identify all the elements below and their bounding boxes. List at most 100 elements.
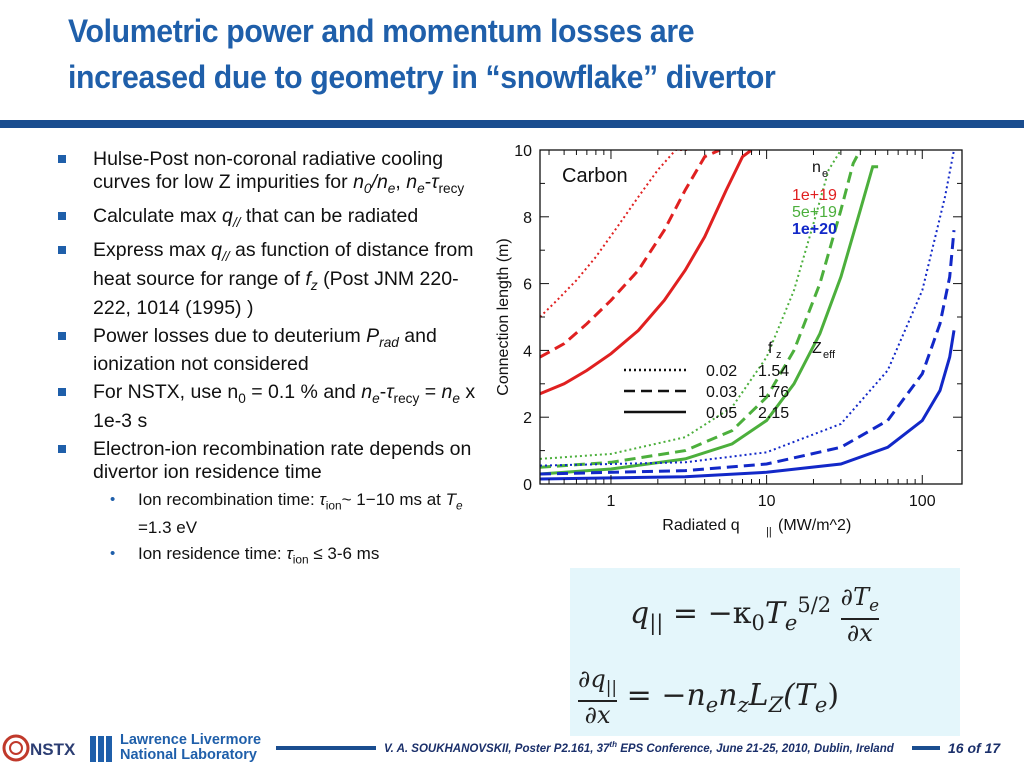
bullet-marker [58, 245, 66, 254]
bullet-text: For NSTX, use n [93, 381, 239, 404]
connection-length-chart: 1 10 100 0 2 4 6 8 10 Radiated q || (MW/m^2) Connect… [495, 143, 963, 538]
footer-rule-right [912, 746, 940, 750]
subbullet-residence-time: • Ion residence time: τion ≤ 3-6 ms [58, 543, 483, 570]
bullet-calculate: Calculate max q// that can be radiated [58, 205, 483, 234]
bullet-text: as function of distance from heat source… [93, 238, 474, 290]
legend-ne-sub: e [822, 168, 828, 180]
f-symbol: f [305, 267, 311, 290]
y-tick-label: 0 [523, 477, 532, 494]
bullet-text: Calculate max [93, 204, 222, 227]
radiation-equation: ∂q|| ∂x = −nenzLZ(Te) [578, 666, 839, 728]
q-symbol: q [221, 204, 233, 227]
dash: - [424, 171, 432, 193]
comma: , [395, 171, 407, 193]
legend-ne-entry: 5e+19 [792, 204, 837, 221]
f-sub: z [310, 277, 318, 293]
n0-symbol: n [353, 171, 364, 193]
ne-symbol: n [376, 171, 388, 193]
bullet-hulse-post: Hulse-Post non-coronal radiative cooling… [58, 148, 483, 200]
n0-sub: 0 [238, 391, 246, 407]
x-axis-label-sub: || [766, 526, 772, 538]
bullet-list: Hulse-Post non-coronal radiative cooling… [58, 148, 483, 575]
title-line-2: increased due to geometry in “snowflake”… [68, 59, 776, 95]
ne-sub: e [417, 180, 425, 196]
eq-derivative: ∂q|| ∂x [578, 666, 618, 729]
bullet-power-losses: Power losses due to deuterium Prad and i… [58, 325, 483, 377]
recy-sub: recy [393, 391, 420, 407]
llnl-logo [90, 736, 112, 762]
bullet-text: Ion residence time: [138, 543, 287, 563]
bullet-marker [58, 445, 66, 454]
legend-zeff-header-sub: eff [823, 349, 836, 361]
llnl-line-2: National Laboratory [120, 747, 257, 763]
eq-t: T [764, 595, 785, 631]
bullet-text: Electron-ion recombination rate depends … [93, 438, 472, 484]
llnl-line-1: Lawrence Livermore [120, 732, 262, 748]
bullet-text: and ionization not considered [93, 324, 437, 376]
eq-q: q [630, 595, 650, 631]
series-line-1e+19-fz-0.05 [540, 150, 753, 396]
ne-symbol: n [406, 171, 418, 193]
p-sub: rad [379, 334, 399, 350]
bullet-text: Power losses due to deuterium [93, 324, 367, 347]
y-tick-label: 10 [514, 143, 532, 160]
plot-frame [539, 149, 963, 485]
legend-fz-header-sub: z [776, 349, 782, 361]
bullet-text: =1.3 eV [138, 517, 198, 537]
citation-part-2: EPS Conference, June 21-25, 2010, Dublin… [617, 742, 894, 755]
legend-fz-value: 0.03 [706, 384, 737, 401]
ion-sub: ion [325, 498, 342, 513]
eq-l: L [748, 677, 769, 713]
footer-citation: V. A. SOUKHANOVSKII, Poster P2.161, 37th… [384, 740, 894, 755]
bullet-recombination: Electron-ion recombination rate depends … [58, 438, 483, 484]
eq-dden: ∂x [846, 618, 873, 647]
eq-kappa-sub: 0 [751, 610, 765, 635]
q-symbol: q [211, 238, 222, 261]
carbon-annotation: Carbon [562, 165, 628, 187]
tau-symbol: τ [286, 543, 293, 563]
series-line-1e+19-fz-0.02 [540, 150, 690, 318]
eq-den: ∂x [584, 700, 611, 729]
nstx-logo: NSTX [2, 734, 76, 762]
title-line-1: Volumetric power and momentum losses are [68, 13, 695, 49]
p-symbol: P [366, 324, 380, 347]
dash: - [379, 381, 387, 404]
series-line-1e+20-fz-0.05 [540, 330, 956, 481]
legend-fz-value: 0.02 [706, 363, 737, 380]
x-axis-label-unit: (MW/m^2) [778, 517, 851, 534]
ne-symbol: n [441, 381, 453, 404]
eq-kappa: −κ [707, 595, 752, 631]
eq-te-sub: e [814, 692, 828, 717]
legend-zeff-value: 2.15 [758, 405, 789, 422]
eq-equals: = [672, 595, 699, 631]
te-sub: e [456, 498, 463, 513]
eq-num-sub: || [605, 676, 618, 697]
page-number: 16 of 17 [948, 740, 1001, 756]
bullet-text: x 1e-3 s [93, 381, 476, 433]
eq-t-sub: e [784, 610, 798, 635]
tau-symbol: τ [431, 171, 439, 193]
ne-sub: e [387, 180, 396, 196]
slide-title: Volumetric power and momentum losses are… [68, 8, 942, 100]
y-tick-label: 8 [523, 210, 532, 227]
slash: / [371, 171, 377, 193]
legend-zeff-value: 1.76 [758, 384, 789, 401]
bullet-text: Express max [93, 238, 212, 261]
series-line-1e+19-fz-0.03 [540, 150, 721, 359]
citation-part-1: V. A. SOUKHANOVSKII, Poster P2.161, 37 [384, 742, 610, 755]
y-tick-label: 6 [523, 277, 532, 294]
bullet-text: ≤ 3-6 ms [308, 543, 380, 563]
legend-fz-header: f [768, 340, 773, 357]
bullet-text: Hulse-Post non-coronal radiative cooling… [93, 148, 444, 193]
eq-nz-sub: z [737, 692, 749, 717]
title-rule [0, 120, 1024, 128]
series-line-5e+19-fz-0.03 [540, 150, 862, 469]
ne-sub: e [452, 391, 460, 407]
eq-nz: n [718, 677, 738, 713]
legend-ne-entry: 1e+20 [792, 221, 837, 238]
bullet-marker [58, 211, 66, 220]
subbullet-dot: • [110, 491, 116, 509]
bullet-text: = [419, 381, 442, 404]
eq-l-sub: Z [768, 692, 784, 717]
legend-ne-title: n [812, 159, 821, 176]
